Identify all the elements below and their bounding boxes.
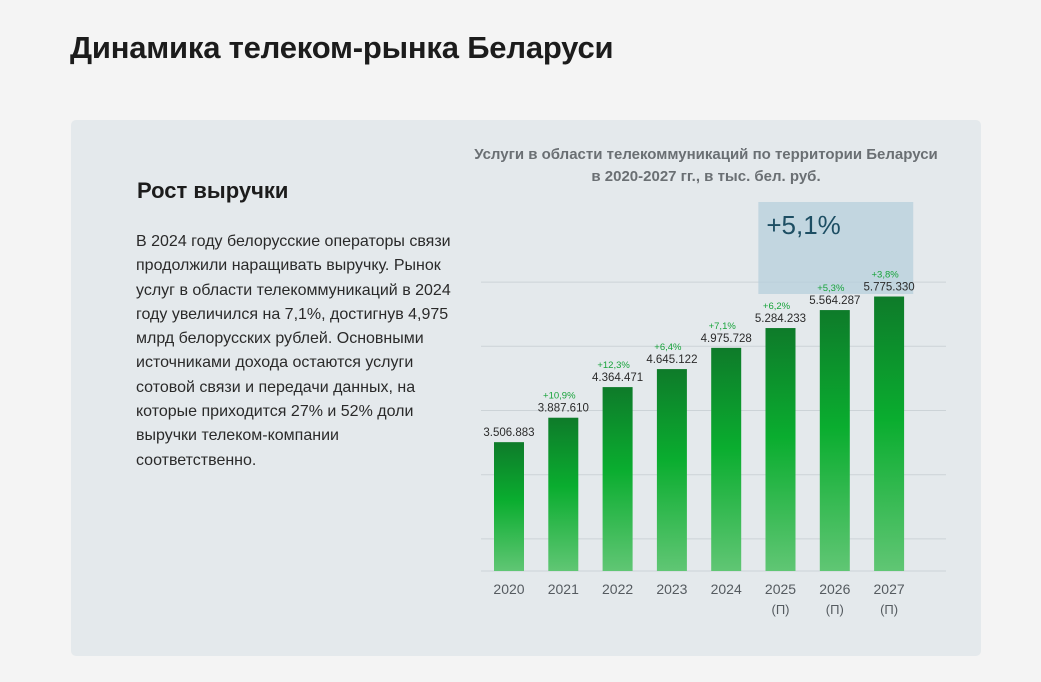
bar-2021 — [548, 417, 579, 571]
value-label-2021: 3.887.610 — [538, 403, 589, 415]
forecast-mark-2027: (П) — [880, 602, 898, 617]
value-label-2020: 3.506.883 — [483, 427, 534, 439]
bar-2024 — [711, 347, 742, 571]
x-tick-2027: 2027 — [874, 581, 905, 597]
forecast-mark-2026: (П) — [826, 602, 844, 617]
value-label-2027: 5.775.330 — [864, 282, 915, 294]
x-tick-2026: 2026 — [819, 581, 850, 597]
value-label-2026: 5.564.287 — [809, 295, 860, 307]
growth-label-2025: +6,2% — [763, 301, 791, 312]
growth-label-2024: +7,1% — [709, 321, 737, 332]
growth-label-2026: +5,3% — [817, 283, 845, 294]
growth-label-2023: +6,4% — [654, 342, 682, 353]
bar-2020 — [494, 442, 524, 571]
bar-2027 — [874, 296, 905, 571]
growth-label-2022: +12,3% — [597, 360, 630, 371]
x-tick-2020: 2020 — [493, 581, 524, 597]
bar-2022 — [602, 387, 633, 571]
revenue-card: Рост выручки В 2024 году белорусские опе… — [71, 120, 981, 656]
value-label-2025: 5.284.233 — [755, 313, 806, 325]
value-label-2023: 4.645.122 — [646, 354, 697, 366]
x-tick-2021: 2021 — [548, 581, 579, 597]
revenue-bar-chart: +5,1% 3.506.883 2020 3.887.610+10,9% 2021 4.3… — [481, 202, 946, 617]
page-title: Динамика телеком-рынка Беларуси — [70, 30, 614, 65]
forecast-highlight — [758, 202, 914, 294]
bar-2023 — [656, 369, 687, 571]
bar-2025 — [765, 328, 796, 571]
chart-title: Услуги в области телекоммуникаций по тер… — [474, 146, 938, 185]
growth-label-2027: +3,8% — [871, 270, 899, 281]
bar-2026 — [819, 310, 850, 571]
revenue-description: В 2024 году белорусские операторы связи … — [136, 233, 451, 469]
section-title: Рост выручки — [137, 178, 289, 203]
x-tick-2023: 2023 — [656, 581, 687, 597]
forecast-growth-label: +5,1% — [766, 210, 840, 240]
value-label-2024: 4.975.728 — [701, 333, 752, 345]
x-tick-2022: 2022 — [602, 581, 633, 597]
growth-label-2021: +10,9% — [543, 391, 576, 402]
value-label-2022: 4.364.471 — [592, 372, 643, 384]
x-tick-2024: 2024 — [711, 581, 742, 597]
forecast-mark-2025: (П) — [771, 602, 789, 617]
x-tick-2025: 2025 — [765, 581, 796, 597]
